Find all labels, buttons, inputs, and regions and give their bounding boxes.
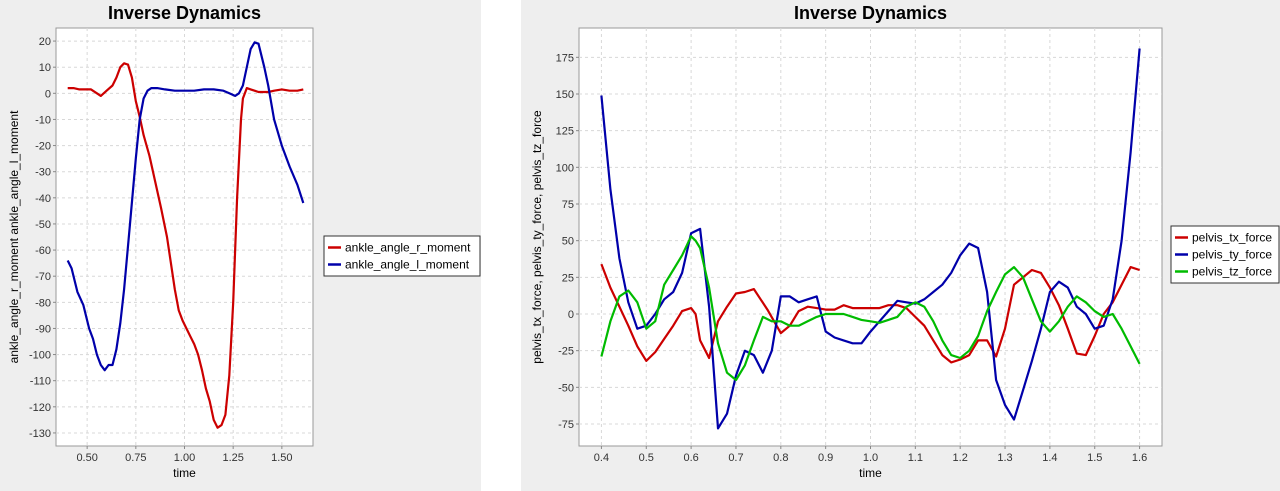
y-tick-label: 20 xyxy=(39,36,51,48)
y-tick-label: -70 xyxy=(35,271,51,283)
x-tick-label: 1.25 xyxy=(222,452,243,464)
y-tick-label: -30 xyxy=(35,167,51,179)
y-axis-label: pelvis_tx_force, pelvis_ty_force, pelvis… xyxy=(530,110,544,364)
right-chart-panel: Inverse Dynamics -75 -50 -25 0 25 50 75 100 125 15… xyxy=(521,0,1280,491)
y-tick-label: 0 xyxy=(568,309,574,321)
x-tick-label: 1.2 xyxy=(953,452,968,464)
x-tick-label: 1.00 xyxy=(174,452,195,464)
series-line-pelvis-tx-force xyxy=(600,263,1140,364)
left-chart: Inverse Dynamics-130-120-110-100-90-80-7… xyxy=(7,3,481,480)
y-tick-label: -60 xyxy=(35,245,51,257)
legend-label: ankle_angle_r_moment xyxy=(345,241,471,255)
legend-label: pelvis_ty_force xyxy=(1192,248,1272,262)
x-tick-label: 0.5 xyxy=(639,452,654,464)
x-tick-label: 0.7 xyxy=(728,452,743,464)
x-tick-label: 0.4 xyxy=(594,452,609,464)
y-tick-label: 100 xyxy=(556,162,574,174)
chart-title: Inverse Dynamics xyxy=(108,3,261,23)
chart-title: Inverse Dynamics xyxy=(794,3,947,23)
x-tick-label: 0.6 xyxy=(683,452,698,464)
series-line-ankle-angle-r-moment xyxy=(67,62,304,429)
x-tick-label: 1.1 xyxy=(908,452,923,464)
x-tick-label: 1.0 xyxy=(863,452,878,464)
y-tick-label: -100 xyxy=(29,350,51,362)
x-tick-label: 1.3 xyxy=(997,452,1012,464)
y-tick-label: 175 xyxy=(556,52,574,64)
y-axis-label: ankle_angle_r_moment ankle_angle_l_momen… xyxy=(7,110,21,363)
x-axis-label: time xyxy=(859,466,882,480)
y-tick-label: -20 xyxy=(35,141,51,153)
y-tick-label: -120 xyxy=(29,402,51,414)
right-chart: Inverse Dynamics -75 -50 -25 0 25 50 75 100 125 15… xyxy=(530,3,1280,480)
y-tick-label: -25 xyxy=(558,346,574,358)
y-tick-label: -50 xyxy=(558,382,574,394)
legend: pelvis_tx_force pelvis_ty_force pelvis_tz_… xyxy=(1170,225,1280,284)
legend: ankle_angle_r_moment ankle_angle_l_moment xyxy=(323,235,481,277)
legend-label: ankle_angle_l_moment xyxy=(345,258,470,272)
x-tick-label: 0.9 xyxy=(818,452,833,464)
y-tick-label: -40 xyxy=(35,193,51,205)
y-tick-label: -75 xyxy=(558,419,574,431)
x-tick-label: 1.4 xyxy=(1042,452,1057,464)
legend-label: pelvis_tx_force xyxy=(1192,231,1272,245)
x-axis-label: time xyxy=(173,466,196,480)
y-tick-label: 10 xyxy=(39,62,51,74)
y-tick-label: -90 xyxy=(35,323,51,335)
x-tick-label: 1.50 xyxy=(271,452,292,464)
y-tick-label: 75 xyxy=(562,199,574,211)
y-tick-label: -110 xyxy=(30,376,51,388)
series-line-pelvis-tz-force xyxy=(600,235,1141,382)
y-tick-label: -80 xyxy=(35,297,51,309)
y-tick-label: 25 xyxy=(562,272,574,284)
y-tick-label: 150 xyxy=(556,89,574,101)
y-tick-label: 125 xyxy=(556,126,574,138)
x-tick-label: 0.75 xyxy=(125,452,146,464)
y-tick-label: 50 xyxy=(562,236,574,248)
y-tick-label: -10 xyxy=(35,114,51,126)
legend-box xyxy=(323,235,481,277)
legend-box xyxy=(1170,225,1280,284)
y-tick-label: 0 xyxy=(45,88,51,100)
x-tick-label: 0.50 xyxy=(76,452,97,464)
series-line-pelvis-ty-force xyxy=(600,48,1141,430)
x-tick-label: 1.6 xyxy=(1132,452,1147,464)
x-tick-label: 1.5 xyxy=(1087,452,1102,464)
legend-label: pelvis_tz_force xyxy=(1192,265,1272,279)
series-line-ankle-angle-l-moment xyxy=(66,41,305,372)
y-tick-label: -130 xyxy=(29,428,51,440)
left-chart-panel: Inverse Dynamics -130 -120 -110 -100 -90 -80 -7… xyxy=(0,0,481,491)
x-tick-label: 0.8 xyxy=(773,452,788,464)
y-tick-label: -50 xyxy=(35,219,51,231)
